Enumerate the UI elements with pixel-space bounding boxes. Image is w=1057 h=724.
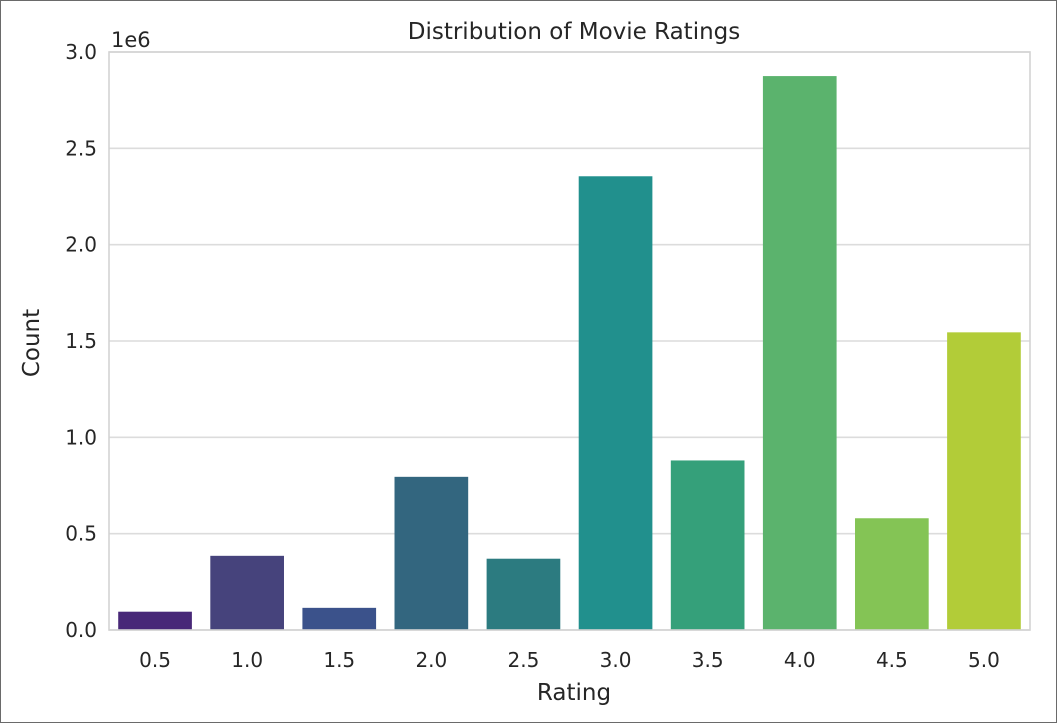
x-tick-label: 2.5	[508, 648, 540, 672]
y-tick-label: 3.0	[65, 40, 97, 64]
bar-0.5	[118, 611, 192, 630]
chart-title: Distribution of Movie Ratings	[408, 19, 741, 45]
y-tick-label: 2.0	[65, 233, 97, 257]
bar-4.0	[762, 76, 837, 631]
y-axis-label: Count	[19, 309, 45, 377]
x-tick-label: 2.0	[415, 648, 447, 672]
bar-5.0	[947, 332, 1021, 630]
y-tick-labels: 0.0 0.5 1.0 1.5 2.0 2.5 3.0	[65, 40, 97, 642]
x-tick-label: 3.5	[692, 648, 724, 672]
bars	[118, 76, 1021, 631]
x-tick-label: 5.0	[968, 648, 1000, 672]
y-tick-label: 0.0	[65, 618, 97, 642]
bar-4.5	[855, 518, 929, 630]
y-tick-label: 1.5	[65, 329, 97, 353]
x-tick-label: 1.5	[323, 648, 355, 672]
y-tick-label: 2.5	[65, 136, 97, 160]
bar-3.5	[670, 460, 745, 630]
bar-2.0	[394, 476, 469, 630]
x-tick-label: 4.0	[784, 648, 816, 672]
bar-3.0	[578, 176, 653, 630]
bar-1.0	[210, 555, 284, 630]
x-tick-label: 3.0	[600, 648, 632, 672]
x-axis-label: Rating	[537, 680, 611, 706]
x-tick-label: 4.5	[876, 648, 908, 672]
x-tick-label: 1.0	[231, 648, 263, 672]
y-tick-label: 1.0	[65, 425, 97, 449]
plot-border	[108, 51, 1031, 631]
y-tick-label: 0.5	[65, 522, 97, 546]
bar-1.5	[302, 607, 377, 630]
x-tick-labels: 0.5 1.0 1.5 2.0 2.5 3.0 3.5 4.0 4.5 5.0	[139, 648, 1000, 672]
x-tick-label: 0.5	[139, 648, 171, 672]
bar-2.5	[486, 558, 561, 630]
y-offset-label: 1e6	[111, 28, 151, 52]
